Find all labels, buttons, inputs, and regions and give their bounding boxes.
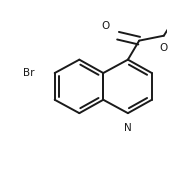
Text: N: N	[124, 123, 132, 133]
Text: O: O	[160, 43, 168, 53]
Text: Br: Br	[24, 68, 35, 78]
Text: O: O	[101, 22, 110, 31]
